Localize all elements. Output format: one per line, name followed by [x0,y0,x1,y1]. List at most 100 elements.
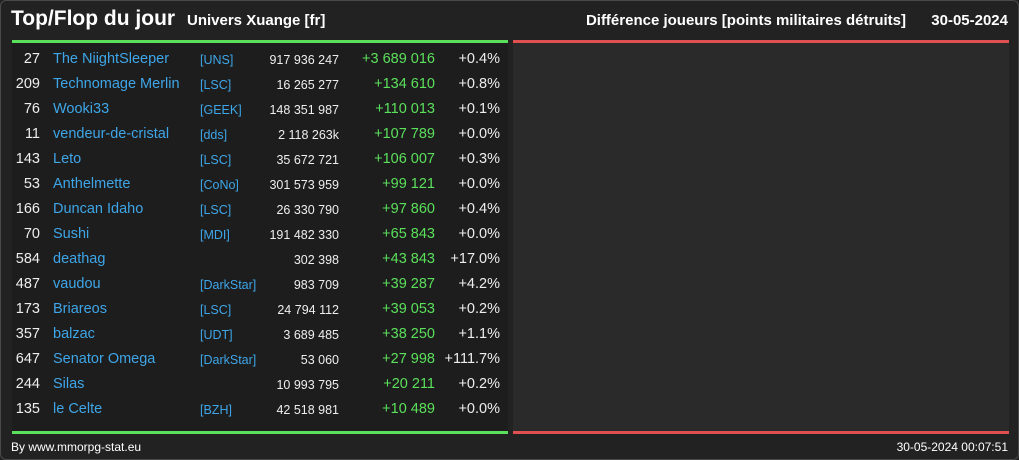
percent-change: +0.0% [458,126,500,142]
points-difference: +106 007 [374,151,435,167]
player-points: 2 118 263k [278,128,339,142]
table-row: 244 Silas 10 993 795 +20 211 +0.2% [12,373,508,398]
player-name-link[interactable]: Technomage Merlin [53,76,180,92]
player-name-link[interactable]: vendeur-de-cristal [53,126,170,142]
points-difference: +97 860 [382,201,435,217]
percent-change: +17.0% [450,251,500,267]
table-row: 166 Duncan Idaho [LSC] 26 330 790 +97 860 +0.… [12,198,508,223]
flop-players-list [513,43,1009,431]
player-points: 35 672 721 [276,153,339,167]
alliance-tag-link[interactable]: [GEEK] [200,103,242,117]
points-difference: +99 121 [382,176,435,192]
top-divider-red [513,40,1009,43]
player-rank: 244 [15,376,40,392]
table-row: 11 vendeur-de-cristal [dds] 2 118 263k +107 … [12,123,508,148]
table-row: 27 The NiightSleeper [UNS] 917 936 247 +3 68… [12,48,508,73]
metric-label: Différence joueurs [points militaires dé… [585,12,906,29]
player-name-link[interactable]: Anthelmette [53,176,131,192]
percent-change: +4.2% [458,276,500,292]
table-row: 173 Briareos [LSC] 24 794 112 +39 053 +0.2% [12,298,508,323]
alliance-tag-link[interactable]: [LSC] [200,203,232,217]
player-points: 301 573 959 [269,178,339,192]
alliance-tag-link[interactable]: [DarkStar] [200,353,257,367]
player-points: 24 794 112 [277,303,339,317]
points-difference: +3 689 016 [362,51,435,67]
points-difference: +10 489 [382,401,435,417]
alliance-tag-link[interactable]: [UDT] [200,328,233,342]
player-points: 53 060 [300,353,339,367]
player-name-link[interactable]: Sushi [53,226,90,242]
points-difference: +27 998 [382,351,435,367]
percent-change: +0.0% [458,226,500,242]
percent-change: +0.4% [458,201,500,217]
points-difference: +39 287 [382,276,435,292]
player-points: 302 398 [293,253,339,267]
alliance-tag-link[interactable]: [dds] [200,128,228,142]
player-rank: 53 [23,176,40,192]
percent-change: +0.0% [458,401,500,417]
alliance-tag-link[interactable]: [BZH] [200,403,232,417]
player-points: 148 351 987 [269,103,339,117]
player-rank: 209 [15,76,40,92]
date-label: 30-05-2024 [931,12,1008,29]
top-divider-green [12,40,508,43]
player-name-link[interactable]: The NiightSleeper [53,51,170,67]
percent-change: +1.1% [458,326,500,342]
percent-change: +0.1% [458,101,500,117]
player-points: 191 482 330 [269,228,339,242]
points-difference: +43 843 [382,251,435,267]
percent-change: +0.2% [458,301,500,317]
alliance-tag-link[interactable]: [LSC] [200,153,232,167]
player-rank: 76 [23,101,40,117]
points-difference: +39 053 [382,301,435,317]
table-row: 135 le Celte [BZH] 42 518 981 +10 489 +0.0% [12,398,508,423]
bottom-divider-red [513,431,1009,434]
player-rank: 487 [15,276,40,292]
alliance-tag-link[interactable]: [LSC] [200,78,232,92]
percent-change: +0.2% [458,376,500,392]
alliance-tag-link[interactable]: [UNS] [200,53,234,67]
player-name-link[interactable]: vaudou [53,276,101,292]
points-difference: +134 610 [374,76,435,92]
player-points: 10 993 795 [276,378,339,392]
player-rank: 11 [24,126,40,142]
alliance-tag-link[interactable]: [DarkStar] [200,278,257,292]
player-rank: 647 [15,351,40,367]
alliance-tag-link[interactable]: [CoNo] [200,178,239,192]
alliance-tag-link[interactable]: [MDI] [200,228,230,242]
player-name-link[interactable]: Duncan Idaho [53,201,144,217]
player-name-link[interactable]: Leto [53,151,82,167]
player-name-link[interactable]: deathag [53,251,106,267]
page-title: Top/Flop du jour [11,7,176,30]
player-rank: 27 [23,51,40,67]
universe-label: Univers Xuange [fr] [187,12,326,29]
table-row: 70 Sushi [MDI] 191 482 330 +65 843 +0.0% [12,223,508,248]
player-name-link[interactable]: le Celte [53,401,103,417]
alliance-tag-link[interactable]: [LSC] [200,303,232,317]
points-difference: +38 250 [382,326,435,342]
player-points: 983 709 [293,278,339,292]
player-rank: 173 [15,301,40,317]
points-difference: +110 013 [375,101,435,117]
player-name-link[interactable]: balzac [53,326,95,342]
percent-change: +111.7% [444,351,501,367]
credit-link[interactable]: By www.mmorpg-stat.eu [11,440,142,454]
player-name-link[interactable]: Briareos [53,301,107,317]
table-row: 76 Wooki33 [GEEK] 148 351 987 +110 013 +0.1% [12,98,508,123]
percent-change: +0.3% [458,151,500,167]
table-row: 209 Technomage Merlin [LSC] 16 265 277 +134 … [12,73,508,98]
table-row: 53 Anthelmette [CoNo] 301 573 959 +99 121 +0.… [12,173,508,198]
player-name-link[interactable]: Wooki33 [53,101,110,117]
player-name-link[interactable]: Senator Omega [53,351,156,367]
table-row: 357 balzac [UDT] 3 689 485 +38 250 +1.1% [12,323,508,348]
player-rank: 166 [15,201,40,217]
top-players-list: 27 The NiightSleeper [UNS] 917 936 247 +3 68… [12,43,508,431]
points-difference: +65 843 [382,226,435,242]
points-difference: +107 789 [374,126,435,142]
player-name-link[interactable]: Silas [53,376,85,392]
percent-change: +0.4% [458,51,500,67]
player-points: 917 936 247 [269,53,339,67]
table-row: 487 vaudou [DarkStar] 983 709 +39 287 +4.2% [12,273,508,298]
bottom-divider-green [12,431,508,434]
